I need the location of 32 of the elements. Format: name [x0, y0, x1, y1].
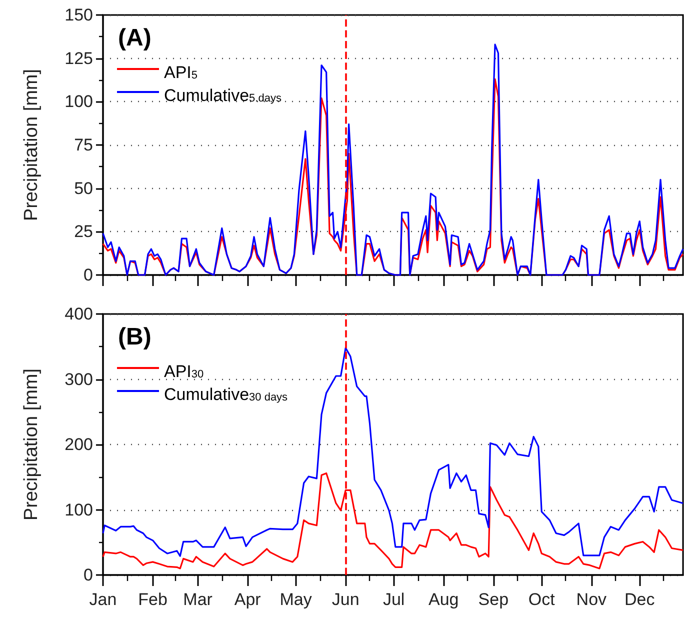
legend-label: API5 — [164, 63, 198, 82]
y-tick-label: 25 — [74, 222, 93, 242]
y-tick-label: 300 — [64, 370, 93, 389]
x-tick-label: Feb — [138, 590, 168, 609]
legend-label: Cumulative30 days — [164, 385, 288, 404]
x-tick-label: Jun — [332, 590, 360, 609]
chart-title: (B) — [118, 324, 152, 350]
x-tick-label: Dec — [624, 590, 656, 609]
x-tick-label: Oct — [528, 590, 556, 609]
x-tick-label: Mar — [183, 590, 213, 609]
y-tick-label: 0 — [84, 566, 93, 584]
legend-label: API30 — [164, 362, 204, 381]
y-tick-label: 0 — [84, 266, 93, 284]
y-tick-label: 200 — [64, 435, 93, 454]
x-tick-label: Aug — [428, 590, 459, 609]
x-tick-label: May — [280, 590, 312, 609]
y-tick-label: 400 — [64, 304, 93, 324]
x-tick-label: Nov — [576, 590, 608, 609]
y-tick-label: 75 — [74, 136, 93, 154]
x-tick-label: Jul — [382, 590, 405, 609]
x-tick-label: Jan — [89, 590, 117, 609]
y-axis-title: Precipitation [mm] — [21, 68, 42, 222]
y-tick-label: 150 — [64, 6, 93, 24]
y-tick-label: 50 — [74, 178, 93, 198]
x-tick-label: Sep — [478, 590, 509, 609]
chart-title: (A) — [118, 24, 152, 52]
x-tick-label: Apr — [234, 590, 262, 609]
y-axis-title: Precipitation [mm] — [21, 368, 42, 521]
y-tick-label: 100 — [64, 500, 93, 520]
legend-label: Cumulative5.days — [164, 86, 282, 105]
y-tick-label: 100 — [64, 92, 93, 112]
y-tick-label: 125 — [64, 48, 93, 68]
